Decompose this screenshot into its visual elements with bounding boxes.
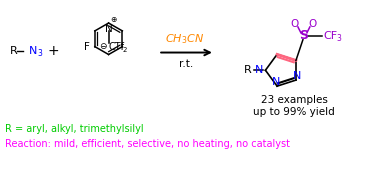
Text: R: R — [9, 46, 17, 56]
Text: 23 examples: 23 examples — [261, 95, 328, 105]
Text: O: O — [309, 19, 317, 29]
Text: 3: 3 — [37, 49, 42, 58]
Text: ⊕: ⊕ — [110, 15, 117, 24]
Text: R = aryl, alkyl, trimethylsilyl: R = aryl, alkyl, trimethylsilyl — [5, 124, 144, 134]
Text: N: N — [255, 65, 263, 75]
Text: N: N — [105, 24, 113, 34]
Text: CTf: CTf — [108, 42, 125, 52]
Text: 3: 3 — [337, 34, 342, 43]
Text: r.t.: r.t. — [180, 59, 194, 69]
Text: $\mathit{CH_3CN}$: $\mathit{CH_3CN}$ — [165, 32, 204, 46]
Text: F: F — [84, 42, 90, 52]
Text: ⊖: ⊖ — [99, 42, 107, 51]
Text: Reaction: mild, efficient, selective, no heating, no catalyst: Reaction: mild, efficient, selective, no… — [5, 139, 290, 149]
Text: 2: 2 — [122, 47, 127, 53]
Text: up to 99% yield: up to 99% yield — [253, 106, 335, 117]
Text: R: R — [244, 65, 251, 75]
Text: N: N — [272, 77, 280, 87]
Text: N: N — [293, 71, 301, 81]
Text: O: O — [291, 19, 299, 29]
Text: S: S — [299, 29, 308, 42]
Text: N: N — [29, 46, 37, 56]
Text: CF: CF — [324, 31, 338, 41]
Text: +: + — [47, 44, 59, 58]
